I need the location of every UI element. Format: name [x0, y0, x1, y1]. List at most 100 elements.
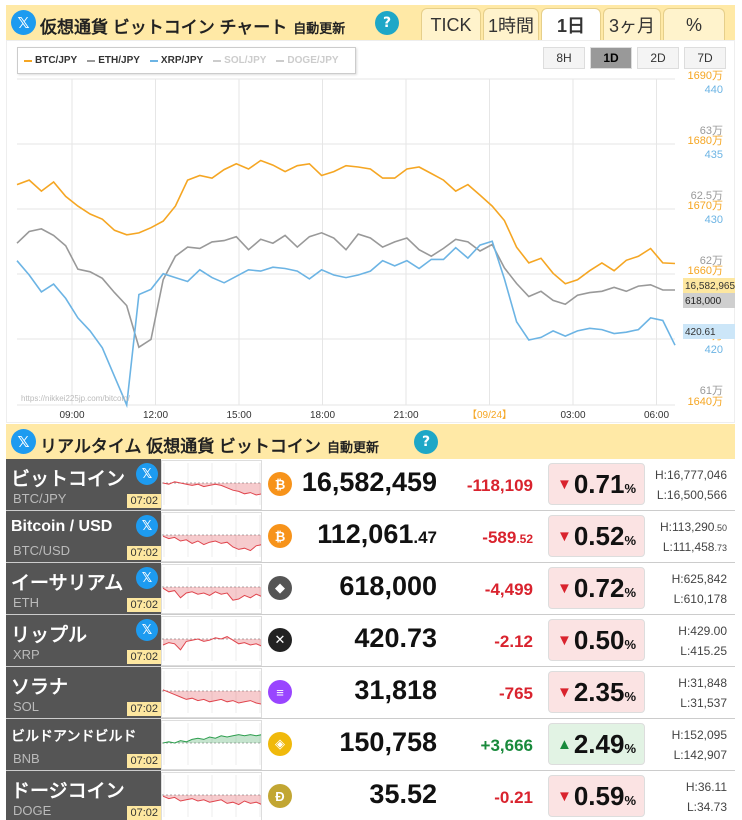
coin-name[interactable]: リップル — [11, 625, 88, 646]
low-value: L:111,458 — [662, 540, 715, 554]
price-change: -4,499 — [485, 580, 533, 600]
coin-row[interactable]: ドージコイン DOGE 07:02 Ð 35.52 -0.21 ▼ 0.59% H:36.11 L… — [6, 771, 735, 820]
percent-change-badge: ▼ 0.72% — [548, 567, 645, 609]
tab-3[interactable]: 3ヶ月 — [603, 8, 661, 41]
current-price: 618,000 — [339, 571, 437, 602]
coin-row[interactable]: ソラナ SOL 07:02 ≡ 31,818 -765 ▼ 2.35% H:31,848 L:31… — [6, 667, 735, 719]
sparkline-chart[interactable] — [161, 564, 262, 614]
price-integer: 618,000 — [339, 571, 437, 601]
low-value: L:415.25 — [680, 644, 727, 658]
y-tick-label-btc: 1670万 — [688, 200, 723, 212]
coin-row[interactable]: ビットコイン BTC/JPY 07:02 𝕏 ₿ 16,582,459 -118,109 ▼ 0… — [6, 459, 735, 511]
coin-name[interactable]: イーサリアム — [11, 573, 124, 594]
sparkline-area — [163, 535, 261, 551]
x-share-icon[interactable]: 𝕏 — [136, 515, 158, 537]
tab-1[interactable]: 1時間 — [483, 8, 539, 41]
legend-item-btc-jpy[interactable]: BTC/JPY — [24, 55, 77, 66]
range-button-8h[interactable]: 8H — [543, 47, 585, 69]
help-icon[interactable]: ? — [375, 11, 399, 35]
price-chart[interactable]: 09:00 12:00 15:00 18:00 21:00 【09/24】 03:00 06:… — [7, 41, 736, 424]
coin-row[interactable]: Bitcoin / USD BTC/USD 07:02 𝕏 ₿ 112,061.47 -58… — [6, 511, 735, 563]
x-share-icon[interactable]: 𝕏 — [136, 619, 158, 641]
x-tick-label: 18:00 — [310, 410, 335, 421]
sparkline-chart[interactable] — [161, 460, 262, 510]
percent-change-badge: ▼ 0.50% — [548, 619, 645, 661]
percent-unit: % — [624, 792, 637, 808]
x-share-icon[interactable]: 𝕏 — [136, 463, 158, 485]
sparkline-chart[interactable] — [161, 512, 262, 562]
range-button-2d[interactable]: 2D — [637, 47, 679, 69]
coin-name[interactable]: Bitcoin / USD — [11, 518, 113, 535]
legend-item-sol-jpy[interactable]: SOL/JPY — [213, 55, 266, 66]
percent-value: 2.35 — [573, 676, 625, 707]
coin-name[interactable]: ビルドアンドビルド — [11, 728, 137, 744]
coin-name-cell[interactable]: イーサリアム ETH 07:02 𝕏 — [6, 563, 161, 614]
range-button-7d[interactable]: 7D — [684, 47, 726, 69]
current-price: 31,818 — [354, 675, 437, 706]
percent-change-badge: ▼ 0.52% — [548, 515, 645, 557]
low-value: L:34.73 — [686, 800, 727, 814]
x-tick-label: 12:00 — [143, 410, 168, 421]
legend-label: BTC/JPY — [35, 55, 78, 66]
percent-unit: % — [624, 480, 637, 496]
sparkline-chart[interactable] — [161, 720, 262, 770]
up-arrow-icon: ▲ — [556, 735, 572, 753]
coin-name-cell[interactable]: Bitcoin / USD BTC/USD 07:02 𝕏 — [6, 511, 161, 562]
ethereum-icon: ◆ — [268, 576, 292, 600]
coin-row[interactable]: リップル XRP 07:02 𝕏 ✕ 420.73 -2.12 ▼ 0.50% H:429.00 L… — [6, 615, 735, 667]
legend-swatch — [276, 59, 285, 62]
sparkline-line — [162, 587, 261, 601]
legend-item-xrp-jpy[interactable]: XRP/JPY — [149, 55, 203, 66]
x-share-icon[interactable]: 𝕏 — [11, 10, 36, 35]
coin-row[interactable]: イーサリアム ETH 07:02 𝕏 ◆ 618,000 -4,499 ▼ 0.72% H:625… — [6, 563, 735, 615]
price-change: -2.12 — [494, 632, 533, 652]
coin-name-cell[interactable]: ビルドアンドビルド BNB 07:02 — [6, 719, 161, 770]
coin-name[interactable]: ソラナ — [11, 677, 69, 698]
coin-name-cell[interactable]: リップル XRP 07:02 𝕏 — [6, 615, 161, 666]
tab-0[interactable]: TICK — [421, 8, 481, 41]
coin-name[interactable]: ビットコイン — [11, 469, 126, 490]
last-value-tag-bg-xrp — [683, 324, 735, 339]
sparkline-area — [163, 636, 261, 650]
coin-symbol: SOL — [13, 699, 40, 714]
x-share-icon[interactable]: 𝕏 — [11, 429, 36, 454]
high-value: H:36.11 — [685, 780, 727, 794]
sparkline-chart[interactable] — [161, 668, 262, 718]
coin-name-cell[interactable]: ソラナ SOL 07:02 — [6, 667, 161, 718]
sparkline-area — [163, 689, 261, 704]
coin-name[interactable]: ドージコイン — [11, 781, 125, 802]
help-icon[interactable]: ? — [414, 430, 438, 454]
last-value-tag-eth: 618,000 — [685, 296, 722, 307]
high-decimal: .50 — [714, 523, 727, 533]
sparkline-chart[interactable] — [161, 772, 262, 820]
legend-swatch — [149, 59, 158, 62]
range-button-1d[interactable]: 1D — [590, 47, 632, 69]
coin-name-cell[interactable]: ドージコイン DOGE 07:02 — [6, 771, 161, 820]
change-integer: -2.12 — [494, 632, 533, 651]
legend-item-eth-jpy[interactable]: ETH/JPY — [87, 55, 140, 66]
low-value: L:31,537 — [680, 696, 727, 710]
price-integer: 420.73 — [354, 623, 437, 653]
sparkline-line — [162, 481, 261, 496]
coin-name-cell[interactable]: ビットコイン BTC/JPY 07:02 𝕏 — [6, 459, 161, 510]
series-line-xrp — [16, 240, 676, 409]
last-value-tag-bg-btc — [683, 278, 735, 293]
percent-change-badge: ▼ 2.35% — [548, 671, 645, 713]
tab-2[interactable]: 1日 — [541, 8, 601, 41]
update-time: 07:02 — [127, 754, 161, 768]
chart-title-text: 仮想通貨 ビットコイン チャート — [40, 18, 288, 37]
tab-4[interactable]: % — [663, 8, 725, 41]
coin-symbol: BNB — [13, 751, 40, 766]
sparkline-line — [162, 734, 261, 744]
bnb-icon: ◈ — [268, 732, 292, 756]
x-tick-label: 09:00 — [59, 410, 84, 421]
sparkline-area — [163, 481, 261, 495]
series-line-btc — [16, 159, 676, 285]
legend-item-doge-jpy[interactable]: DOGE/JPY — [276, 55, 339, 66]
sparkline-chart[interactable] — [161, 616, 262, 666]
chart-header: 𝕏 仮想通貨 ビットコイン チャート 自動更新 ? TICK 1時間 1日 3ヶ月% — [6, 5, 735, 41]
high-value: H:625,842 — [671, 572, 727, 586]
x-tick-label: 15:00 — [226, 410, 251, 421]
x-share-icon[interactable]: 𝕏 — [136, 567, 158, 589]
coin-row[interactable]: ビルドアンドビルド BNB 07:02 ◈ 150,758 +3,666 ▲ 2.49% H:1… — [6, 719, 735, 771]
